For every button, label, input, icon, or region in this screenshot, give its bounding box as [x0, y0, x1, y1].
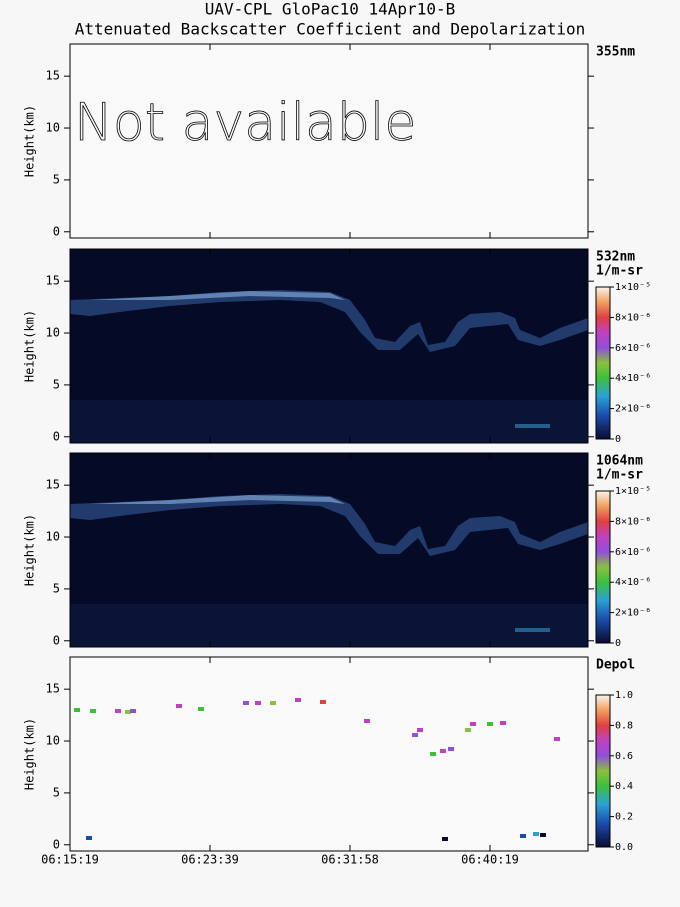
y-tick-label: 15	[46, 682, 60, 696]
depol-pixel	[442, 837, 448, 841]
colorbar-tick-label: 0.0	[615, 842, 633, 853]
depol-pixel	[243, 701, 249, 705]
colorbar-tick-label: 6×10⁻⁶	[615, 343, 651, 354]
plot-frame	[69, 248, 589, 444]
colorbar-tick-label: 0.8	[615, 720, 633, 731]
depol-pixel	[270, 701, 276, 705]
depol-pixel	[74, 708, 80, 712]
depol-pixel	[295, 698, 301, 702]
y-tick-label: 5	[53, 581, 60, 595]
colorbar-tick-label: 1.0	[615, 690, 633, 701]
depol-pixel	[130, 709, 136, 713]
colorbar	[595, 286, 611, 440]
y-tick-label: 15	[46, 478, 60, 492]
depol-pixel	[500, 721, 506, 725]
colorbar-tick-label: 0	[615, 638, 621, 649]
units-label: 1/m-sr	[596, 468, 643, 483]
plot-frame	[69, 452, 589, 648]
y-tick-label: 15	[46, 69, 60, 83]
y-axis-label: Height(km)	[23, 718, 37, 790]
colorbar-tick-label: 8×10⁻⁶	[615, 516, 651, 527]
plot-area	[70, 44, 588, 238]
depol-pixel	[470, 722, 476, 726]
y-axis-label: Height(km)	[23, 105, 37, 177]
depol-pixel	[554, 737, 560, 741]
depol-pixel	[115, 709, 121, 713]
depol-pixel	[487, 722, 493, 726]
panel-label: 532nm	[596, 250, 635, 265]
colorbar-tick-label: 0.6	[615, 751, 633, 762]
y-tick-label: 0	[53, 429, 60, 443]
x-tick-label: 06:40:19	[461, 853, 519, 867]
depol-pixel	[364, 719, 370, 723]
depol-pixel	[440, 749, 446, 753]
plot-area	[70, 657, 588, 851]
y-tick-label: 0	[53, 837, 60, 851]
colorbar-tick-label: 4×10⁻⁶	[615, 577, 651, 588]
depol-pixel	[540, 833, 546, 837]
colorbar-tick-label: 2×10⁻⁶	[615, 404, 651, 415]
depol-pixel	[90, 709, 96, 713]
depol-pixel	[417, 728, 423, 732]
colorbar-tick-label: 1×10⁻⁵	[615, 282, 651, 293]
depol-pixel	[412, 733, 418, 737]
y-tick-label: 5	[53, 785, 60, 799]
colorbar	[595, 694, 611, 848]
y-tick-label: 0	[53, 224, 60, 238]
y-tick-label: 10	[46, 121, 60, 135]
colorbar-tick-label: 0	[615, 434, 621, 445]
panel-label: 355nm	[596, 45, 635, 60]
y-tick-label: 10	[46, 530, 60, 544]
colorbar-tick-label: 1×10⁻⁵	[615, 486, 651, 497]
y-tick-label: 15	[46, 274, 60, 288]
depol-pixel	[430, 752, 436, 756]
plot-frame	[69, 43, 589, 239]
depol-pixel	[125, 710, 131, 714]
x-tick-label: 06:31:58	[321, 853, 379, 867]
y-tick-label: 10	[46, 326, 60, 340]
not-available: Not available	[74, 93, 416, 153]
y-tick-label: 0	[53, 633, 60, 647]
x-tick-label: 06:23:39	[181, 853, 239, 867]
x-tick-label: 06:15:19	[41, 853, 99, 867]
depol-pixel	[86, 836, 92, 840]
colorbar-tick-label: 6×10⁻⁶	[615, 547, 651, 558]
y-tick-label: 10	[46, 734, 60, 748]
colorbar-tick-label: 0.2	[615, 812, 633, 823]
depol-pixel	[176, 704, 182, 708]
depol-pixel	[320, 700, 326, 704]
y-axis-label: Height(km)	[23, 514, 37, 586]
panel-label: 1064nm	[596, 454, 643, 469]
plot-frame	[69, 656, 589, 852]
depol-pixel	[465, 728, 471, 732]
units-label: 1/m-sr	[596, 264, 643, 279]
depol-pixel	[533, 832, 539, 836]
colorbar	[595, 490, 611, 644]
depol-pixel	[520, 834, 526, 838]
colorbar-tick-label: 0.4	[615, 781, 633, 792]
depol-image	[74, 698, 560, 841]
depol-pixel	[198, 707, 204, 711]
colorbar-tick-label: 8×10⁻⁶	[615, 312, 651, 323]
y-tick-label: 5	[53, 172, 60, 186]
figure-subtitle: Attenuated Backscatter Coefficient and D…	[75, 20, 586, 39]
depol-pixel	[448, 747, 454, 751]
colorbar-tick-label: 2×10⁻⁶	[615, 608, 651, 619]
panel-label: Depol	[596, 658, 635, 673]
y-tick-label: 5	[53, 377, 60, 391]
colorbar-tick-label: 4×10⁻⁶	[615, 373, 651, 384]
depol-pixel	[255, 701, 261, 705]
figure-title: UAV-CPL GloPac10 14Apr10-B	[205, 0, 455, 19]
y-axis-label: Height(km)	[23, 310, 37, 382]
